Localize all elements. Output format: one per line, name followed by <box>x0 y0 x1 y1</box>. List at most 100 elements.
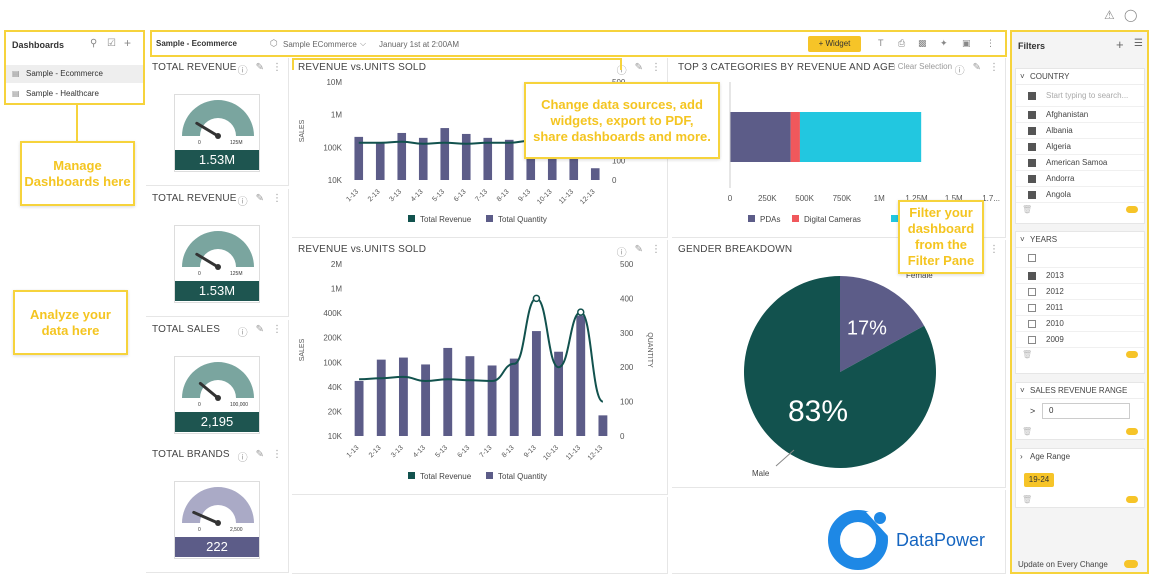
select-all-checkbox[interactable] <box>1028 254 1036 262</box>
bar[interactable] <box>531 331 541 436</box>
info-icon[interactable]: ⓘ <box>237 197 248 208</box>
more-icon[interactable]: ⋮ <box>989 62 999 73</box>
bar[interactable] <box>375 142 385 180</box>
country-checkbox[interactable] <box>1028 143 1036 151</box>
sidebar-item-healthcare[interactable]: ▤ Sample - Healthcare <box>6 85 143 103</box>
export-icon[interactable]: ⎙ <box>898 38 906 48</box>
more-icon[interactable]: ⋮ <box>272 62 282 73</box>
stacked-bar-segment[interactable] <box>730 112 791 162</box>
menu-icon[interactable]: ☰ <box>1134 38 1143 49</box>
monitor-icon[interactable]: ▣ <box>962 38 971 48</box>
bar[interactable] <box>421 364 431 436</box>
more-icon[interactable]: ⋮ <box>272 449 282 460</box>
year-item[interactable]: 2009 <box>1016 332 1144 348</box>
trash-icon[interactable]: 🗑 <box>1022 495 1033 504</box>
country-checkbox[interactable] <box>1028 191 1036 199</box>
edit-icon[interactable]: ✎ <box>634 62 643 73</box>
user-icon[interactable]: ◯ <box>1124 8 1138 22</box>
update-toggle[interactable] <box>1124 560 1138 568</box>
more-icon[interactable]: ⋮ <box>272 193 282 204</box>
year-checkbox[interactable] <box>1028 288 1036 296</box>
datasource-selector[interactable]: Sample ECommerce <box>283 40 357 49</box>
year-item[interactable]: 2013 <box>1016 268 1144 284</box>
notifications-icon[interactable]: ⚠ <box>1104 8 1115 22</box>
filter-toggle[interactable] <box>1126 351 1138 358</box>
bar[interactable] <box>483 137 493 180</box>
country-search-input[interactable]: Start typing to search... <box>1046 91 1129 100</box>
bar[interactable] <box>598 415 608 436</box>
country-checkbox[interactable] <box>1028 175 1036 183</box>
add-filter-icon[interactable]: + <box>1116 37 1124 52</box>
bar[interactable] <box>440 128 450 180</box>
edit-icon[interactable]: ✎ <box>634 244 643 255</box>
info-icon[interactable]: ⓘ <box>237 328 248 339</box>
age-range-header[interactable]: › Age Range <box>1016 449 1144 465</box>
bar[interactable] <box>590 168 600 180</box>
chevron-down-icon[interactable]: ⌵ <box>360 39 367 48</box>
more-icon[interactable]: ⋮ <box>272 324 282 335</box>
range-operator[interactable]: > <box>1030 406 1036 416</box>
text-icon[interactable]: T <box>878 38 884 48</box>
year-item[interactable]: 2012 <box>1016 284 1144 300</box>
bar[interactable] <box>398 357 408 436</box>
edit-icon[interactable]: ✎ <box>255 324 264 335</box>
country-item[interactable]: Andorra <box>1016 171 1144 187</box>
info-icon[interactable]: ⓘ <box>237 453 248 464</box>
select-all-checkbox[interactable] <box>1028 92 1036 100</box>
country-item[interactable]: Algeria <box>1016 139 1144 155</box>
bar[interactable] <box>465 356 475 436</box>
edit-icon[interactable]: ✎ <box>255 449 264 460</box>
checklist-icon[interactable]: ☑ <box>107 38 116 49</box>
line-marker[interactable] <box>532 294 541 303</box>
bar[interactable] <box>397 132 407 180</box>
stacked-bar-segment[interactable] <box>799 112 922 162</box>
more-icon[interactable]: ⋮ <box>989 244 999 255</box>
datasource-icon[interactable]: ⬡ <box>270 38 278 48</box>
country-search-row[interactable]: Start typing to search... <box>1016 85 1144 107</box>
year-checkbox[interactable] <box>1028 304 1036 312</box>
bar[interactable] <box>418 137 428 180</box>
bar[interactable] <box>376 359 386 436</box>
country-checkbox[interactable] <box>1028 127 1036 135</box>
info-icon[interactable]: ⓘ <box>616 248 627 259</box>
year-checkbox[interactable] <box>1028 320 1036 328</box>
add-dashboard-icon[interactable]: + <box>124 36 132 50</box>
bar[interactable] <box>354 136 364 180</box>
edit-icon[interactable]: ✎ <box>255 193 264 204</box>
sales-range-header[interactable]: ˅ SALES REVENUE RANGE <box>1016 383 1144 399</box>
clear-selection-button[interactable]: ▢ Clear Selection <box>888 62 953 71</box>
edit-icon[interactable]: ✎ <box>972 62 981 73</box>
bar[interactable] <box>509 358 519 436</box>
line-marker[interactable] <box>577 308 585 316</box>
more-icon[interactable]: ⋮ <box>986 38 995 48</box>
info-icon[interactable]: ⓘ <box>954 66 965 77</box>
range-value-input[interactable]: 0 <box>1042 403 1130 419</box>
country-item[interactable]: Angola <box>1016 187 1144 203</box>
image-icon[interactable]: ▩ <box>918 38 927 48</box>
country-item[interactable]: Albania <box>1016 123 1144 139</box>
bar[interactable] <box>504 139 514 180</box>
trash-icon[interactable]: 🗑 <box>1022 205 1033 214</box>
year-checkbox[interactable] <box>1028 336 1036 344</box>
bar[interactable] <box>576 315 586 436</box>
trash-icon[interactable]: 🗑 <box>1022 350 1033 359</box>
bar[interactable] <box>443 347 453 436</box>
bar[interactable] <box>554 351 564 436</box>
country-checkbox[interactable] <box>1028 111 1036 119</box>
filter-toggle[interactable] <box>1126 496 1138 503</box>
age-chip[interactable]: 19-24 <box>1024 473 1054 487</box>
trash-icon[interactable]: 🗑 <box>1022 427 1033 436</box>
search-icon[interactable]: ⚲ <box>90 38 98 49</box>
year-item[interactable]: 2011 <box>1016 300 1144 316</box>
pie-slice[interactable] <box>744 276 936 468</box>
info-icon[interactable]: ⓘ <box>237 66 248 77</box>
pie-slice[interactable] <box>840 276 925 372</box>
more-icon[interactable]: ⋮ <box>651 244 661 255</box>
years-select-all[interactable] <box>1016 248 1144 268</box>
info-icon[interactable]: ⓘ <box>616 66 627 77</box>
more-icon[interactable]: ⋮ <box>651 62 661 73</box>
country-item[interactable]: Afghanistan <box>1016 107 1144 123</box>
bar[interactable] <box>354 380 364 436</box>
bar[interactable] <box>487 365 497 436</box>
bar[interactable] <box>461 133 471 180</box>
